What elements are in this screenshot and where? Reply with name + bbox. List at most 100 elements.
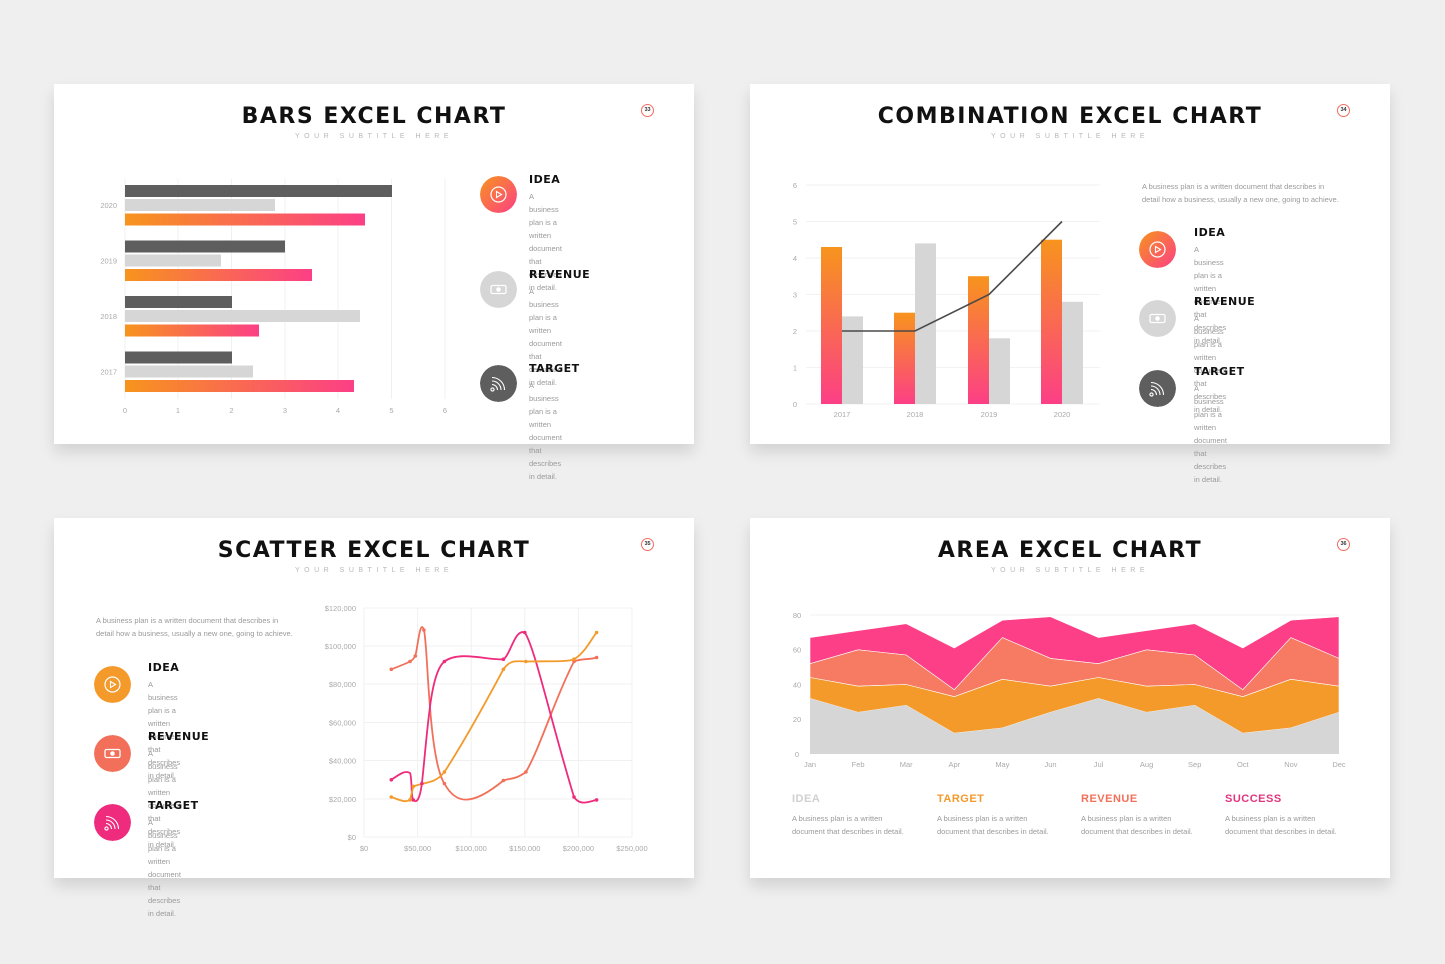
item-description: A business plan is a written document th…: [148, 818, 181, 918]
item-title: TARGET: [148, 799, 199, 812]
slide-title: COMBINATION EXCEL CHART: [877, 104, 1263, 129]
signal-icon: [480, 365, 517, 402]
svg-text:6: 6: [793, 181, 797, 190]
svg-text:$100,000: $100,000: [456, 844, 487, 853]
item-title: REVENUE: [148, 730, 210, 743]
svg-text:$40,000: $40,000: [329, 757, 356, 766]
y-axis-labels: 2020 2019 2018 2017: [100, 201, 117, 377]
page-number-badge: 34: [1337, 104, 1350, 117]
item-title: REVENUE: [529, 268, 591, 281]
svg-text:2019: 2019: [100, 257, 117, 266]
bar-group-2017: [125, 351, 354, 392]
slide-subtitle: YOUR SUBTITLE HERE: [294, 133, 453, 140]
svg-text:$200,000: $200,000: [563, 844, 594, 853]
page-number-badge: 33: [641, 104, 654, 117]
slide-area-chart: AREA EXCEL CHART YOUR SUBTITLE HERE 36 0…: [750, 518, 1390, 878]
item-title: IDEA: [529, 173, 561, 186]
item-title: IDEA: [1194, 226, 1226, 239]
svg-text:5: 5: [389, 406, 393, 415]
svg-text:4: 4: [336, 406, 340, 415]
slide-combination-chart: COMBINATION EXCEL CHART YOUR SUBTITLE HE…: [750, 84, 1390, 484]
item-description: A business plan is a written document tha…: [529, 381, 562, 481]
x-axis-labels: 0 1 2 3 4 5 6: [123, 406, 447, 415]
svg-text:Sep: Sep: [1188, 760, 1201, 769]
svg-text:$0: $0: [360, 844, 368, 853]
svg-text:2020: 2020: [1054, 410, 1071, 419]
slide-bars-chart: BARS EXCEL CHART YOUR SUBTITLE HERE 33: [54, 84, 694, 481]
legend-description: A business plan is a written document tha…: [1081, 814, 1193, 836]
svg-text:2019: 2019: [981, 410, 998, 419]
svg-text:80: 80: [793, 611, 801, 620]
svg-text:0: 0: [793, 400, 797, 409]
y-axis-labels: 0 20 40 60 80: [793, 611, 801, 759]
svg-text:6: 6: [443, 406, 447, 415]
item-title: REVENUE: [1194, 295, 1256, 308]
y-axis-labels: $0 $20,000 $40,000 $60,000 $80,000 $100,…: [325, 604, 356, 842]
grid-lines: [363, 607, 633, 838]
svg-text:Feb: Feb: [852, 760, 865, 769]
svg-text:3: 3: [283, 406, 287, 415]
svg-text:5: 5: [793, 218, 797, 227]
svg-text:$100,000: $100,000: [325, 642, 356, 651]
item-description: A business plan is a written document tha…: [529, 287, 562, 387]
svg-text:3: 3: [793, 291, 797, 300]
slide-subtitle: YOUR SUBTITLE HERE: [990, 567, 1149, 574]
y-axis-labels: 0 1 2 3 4 5 6: [793, 181, 797, 409]
svg-text:4: 4: [793, 254, 797, 263]
area-chart: 0 20 40 60 80 Jan Feb Mar Apr May Jun Ju…: [793, 611, 1346, 769]
play-icon: [1139, 231, 1176, 268]
svg-text:$60,000: $60,000: [329, 719, 356, 728]
svg-text:$20,000: $20,000: [329, 795, 356, 804]
play-icon: [94, 666, 131, 703]
item-description: A business plan is a written document th…: [1194, 314, 1227, 414]
legend-description: A business plan is a written document tha…: [1225, 814, 1337, 836]
item-description: A business plan is a written document th…: [148, 749, 181, 849]
svg-text:2: 2: [793, 327, 797, 336]
legend-label: TARGET: [937, 793, 985, 805]
page-number-badge: 36: [1337, 538, 1350, 551]
signal-icon: [1139, 370, 1176, 407]
legend-label: REVENUE: [1081, 793, 1138, 805]
svg-text:Nov: Nov: [1284, 760, 1298, 769]
svg-text:Aug: Aug: [1140, 760, 1153, 769]
slide-scatter-chart: SCATTER EXCEL CHART YOUR SUBTITLE HERE 3…: [54, 518, 694, 918]
item-description: A business plan is a written document th…: [1194, 245, 1227, 345]
svg-text:$120,000: $120,000: [325, 604, 356, 613]
scatter-chart: $0 $20,000 $40,000 $60,000 $80,000 $100,…: [325, 604, 648, 853]
svg-text:$250,000: $250,000: [616, 844, 647, 853]
svg-text:2017: 2017: [100, 368, 117, 377]
svg-text:Oct: Oct: [1237, 760, 1250, 769]
signal-icon: [94, 804, 131, 841]
svg-text:20: 20: [793, 715, 801, 724]
bars-chart: 2020 2019 2018 2017 0 1 2 3 4 5 6: [100, 179, 447, 415]
intro-text: A business plan is a written document th…: [1142, 182, 1339, 204]
slide-title: SCATTER EXCEL CHART: [217, 538, 531, 563]
svg-text:$150,000: $150,000: [509, 844, 540, 853]
item-description: A business plan is a written document tha…: [529, 192, 562, 292]
item-title: TARGET: [529, 362, 580, 375]
series-magenta: [390, 631, 597, 804]
trend-line: [842, 220, 1063, 332]
money-icon: [480, 271, 517, 308]
svg-text:Mar: Mar: [900, 760, 913, 769]
svg-text:Jul: Jul: [1094, 760, 1104, 769]
svg-text:60: 60: [793, 646, 801, 655]
bar-group-2019: [125, 240, 312, 281]
svg-text:2018: 2018: [907, 410, 924, 419]
area-idea: [810, 698, 1339, 754]
svg-text:2018: 2018: [100, 312, 117, 321]
item-description: A business plan is a written document th…: [1194, 384, 1227, 484]
legend-description: A business plan is a written document tha…: [792, 814, 904, 836]
item-description: A business plan is a written document th…: [148, 680, 181, 780]
svg-text:0: 0: [795, 750, 799, 759]
bars: [821, 239, 1083, 404]
item-title: TARGET: [1194, 365, 1245, 378]
data-points: [389, 628, 599, 802]
x-axis-labels: 2017 2018 2019 2020: [834, 410, 1071, 419]
svg-text:May: May: [995, 760, 1009, 769]
page-number-badge: 35: [641, 538, 654, 551]
bar-group-2018: [125, 296, 360, 337]
svg-text:2020: 2020: [100, 201, 117, 210]
slide-subtitle: YOUR SUBTITLE HERE: [294, 567, 453, 574]
svg-text:2017: 2017: [834, 410, 851, 419]
